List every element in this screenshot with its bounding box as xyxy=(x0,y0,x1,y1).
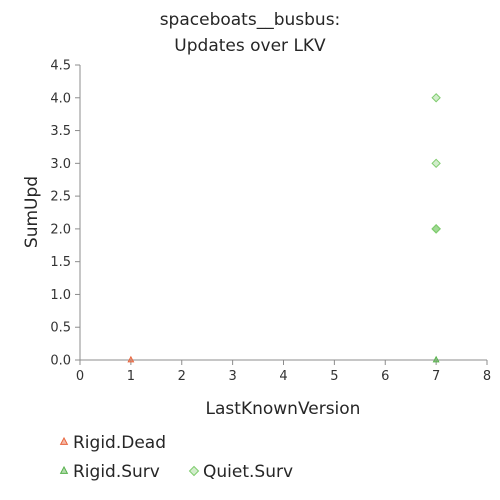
legend-marker-rigid-surv xyxy=(59,465,69,474)
y-tick-label: 2.0 xyxy=(50,222,71,237)
chart-title-line-1: spaceboats__busbus: xyxy=(160,10,341,30)
data-point-rigid-dead xyxy=(127,355,135,363)
y-tick-label: 1.0 xyxy=(50,288,71,303)
y-tick-label: 0.5 xyxy=(50,321,71,336)
plot-axes xyxy=(79,65,487,361)
y-tick-label: 4.5 xyxy=(50,59,71,74)
x-tick-label: 4 xyxy=(279,369,287,384)
data-point-quiet-surv xyxy=(431,93,441,103)
legend: Rigid.Dead Rigid.Surv Quiet.Surv xyxy=(59,433,293,482)
x-tick-label: 1 xyxy=(127,369,135,384)
data-points xyxy=(127,93,441,363)
legend-label: Quiet.Surv xyxy=(203,462,293,482)
x-tick-label: 5 xyxy=(330,369,338,384)
x-tick-label: 7 xyxy=(432,369,440,384)
y-axis-label: SumUpd xyxy=(22,176,42,248)
x-tick-label: 3 xyxy=(228,369,236,384)
y-ticks: 0.0 0.5 1.0 1.5 2.0 2.5 3.0 3.5 4.0 4.5 xyxy=(50,59,80,369)
data-point-quiet-surv xyxy=(431,224,441,234)
x-tick-label: 6 xyxy=(381,369,389,384)
y-tick-label: 0.0 xyxy=(50,354,71,369)
x-tick-label: 8 xyxy=(483,369,491,384)
legend-marker-rigid-dead xyxy=(59,436,69,445)
x-axis-label: LastKnownVersion xyxy=(206,399,361,419)
legend-label: Rigid.Surv xyxy=(73,462,160,482)
y-tick-label: 3.0 xyxy=(50,157,71,172)
legend-marker-quiet-surv xyxy=(188,465,200,477)
data-point-quiet-surv xyxy=(431,158,441,169)
x-ticks: 0 1 2 3 4 5 6 7 8 xyxy=(76,360,491,384)
legend-label: Rigid.Dead xyxy=(73,433,166,453)
chart-title-line-2: Updates over LKV xyxy=(174,36,326,56)
y-tick-label: 2.5 xyxy=(50,190,71,205)
x-tick-label: 2 xyxy=(178,369,186,384)
y-tick-label: 4.0 xyxy=(50,91,71,106)
y-tick-label: 3.5 xyxy=(50,124,71,139)
x-tick-label: 0 xyxy=(76,369,84,384)
data-point-rigid-surv xyxy=(432,355,440,363)
y-tick-label: 1.5 xyxy=(50,255,71,270)
